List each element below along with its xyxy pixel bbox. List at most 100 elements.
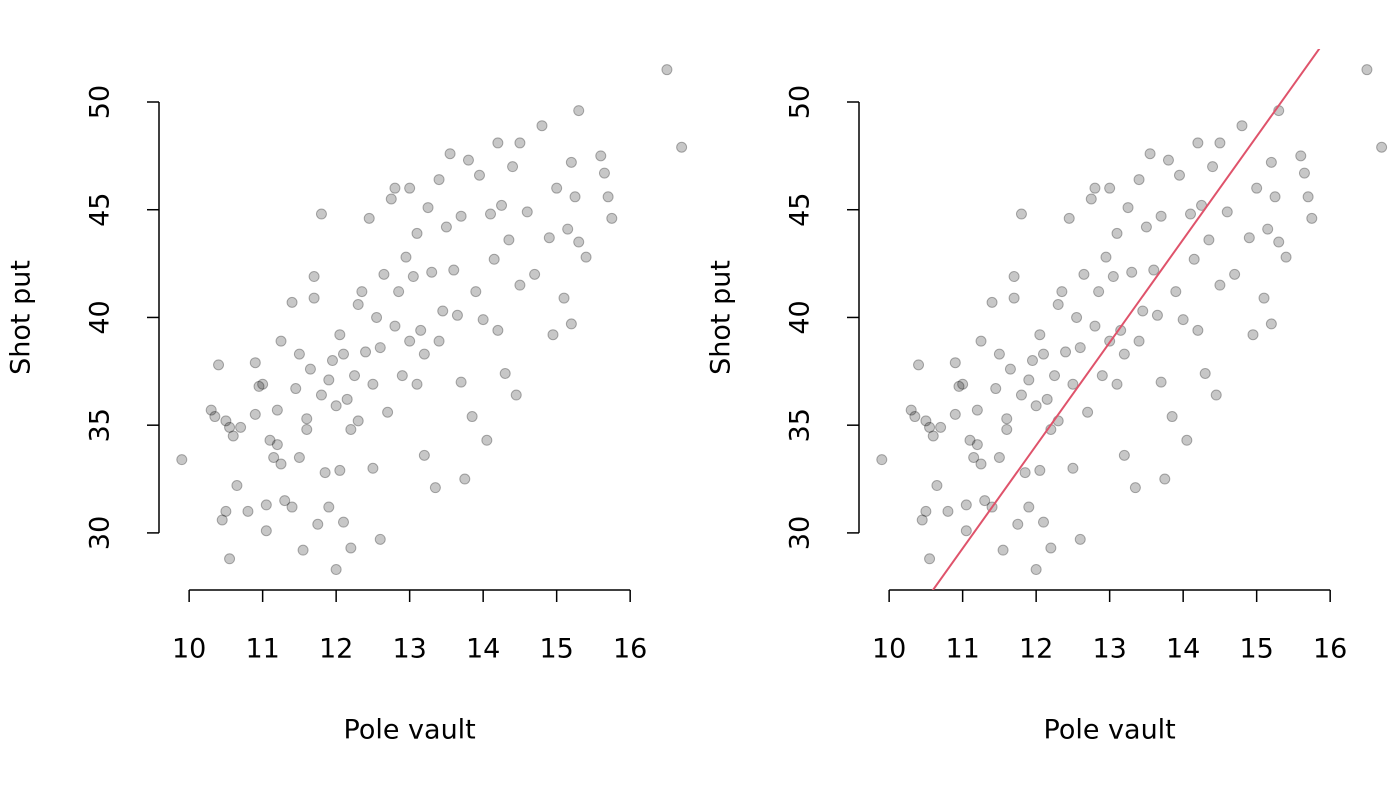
point [242,505,254,517]
point [1376,141,1388,153]
point [565,318,577,330]
point [360,346,372,358]
point [1199,367,1211,379]
point [1001,413,1013,425]
point [1295,150,1307,162]
point [315,389,327,401]
point [1177,314,1189,326]
point [345,542,357,554]
point [492,324,504,336]
point [1001,423,1013,435]
point [389,182,401,194]
point [1214,279,1226,291]
point [529,268,541,280]
point [459,473,471,485]
point [920,505,932,517]
x-tick-label: 14 [466,634,500,665]
point [1258,292,1270,304]
point [1229,268,1241,280]
point [971,439,983,451]
point [1078,268,1090,280]
point [473,169,485,181]
point [507,161,519,173]
point [1262,223,1274,235]
point [297,544,309,556]
point [389,320,401,332]
point [400,251,412,263]
point [275,458,287,470]
point [216,514,228,526]
point [304,363,316,375]
x-tick-label: 13 [392,634,426,665]
point [1096,370,1108,382]
point [1030,564,1042,576]
point [1166,411,1178,423]
point [1243,232,1255,244]
point [1118,449,1130,461]
y-tick-label: 35 [785,408,816,442]
point [595,150,607,162]
point [953,380,965,392]
point [1052,299,1064,311]
point [485,208,497,220]
point [422,202,434,214]
point [1074,342,1086,354]
x-tick-label: 14 [1166,634,1200,665]
point [404,335,416,347]
point [481,434,493,446]
point [334,464,346,476]
point [1023,501,1035,513]
point [536,120,548,132]
point [323,501,335,513]
point [1155,210,1167,222]
point [1037,516,1049,528]
point [1148,264,1160,276]
panel: 10 11 12 13 14 15 16 30 35 40 45 50 Pole vault Shot p… [6,64,688,746]
x-axis-label: Pole vault [344,715,476,746]
point [1122,202,1134,214]
point [562,223,574,235]
point [1207,161,1219,173]
point [492,137,504,149]
point [499,367,511,379]
point [543,232,555,244]
point [1162,154,1174,166]
point [249,408,261,420]
point [1188,253,1200,265]
point [931,480,943,492]
point [1140,221,1152,233]
point [385,193,397,205]
point [1111,227,1123,239]
point [378,268,390,280]
point [935,421,947,433]
point [1133,174,1145,186]
point [1137,305,1149,317]
point [1085,193,1097,205]
point [374,533,386,545]
point [569,191,581,203]
y-axis-label: Shot put [6,260,37,375]
point [1210,389,1222,401]
point [514,137,526,149]
fit-line [931,49,1321,590]
point [264,434,276,446]
point [1008,271,1020,283]
point [253,380,265,392]
point [924,553,936,565]
point [496,199,508,211]
point [551,182,563,194]
point [426,266,438,278]
point [960,499,972,511]
point [1265,156,1277,168]
y-axis-label: Shot put [706,260,737,375]
point [271,404,283,416]
point [676,141,688,153]
point [606,212,618,224]
point [470,286,482,298]
x-tick-label: 12 [1019,634,1053,665]
point [451,309,463,321]
point [503,234,515,246]
point [330,400,342,412]
point [411,378,423,390]
point [257,378,269,390]
